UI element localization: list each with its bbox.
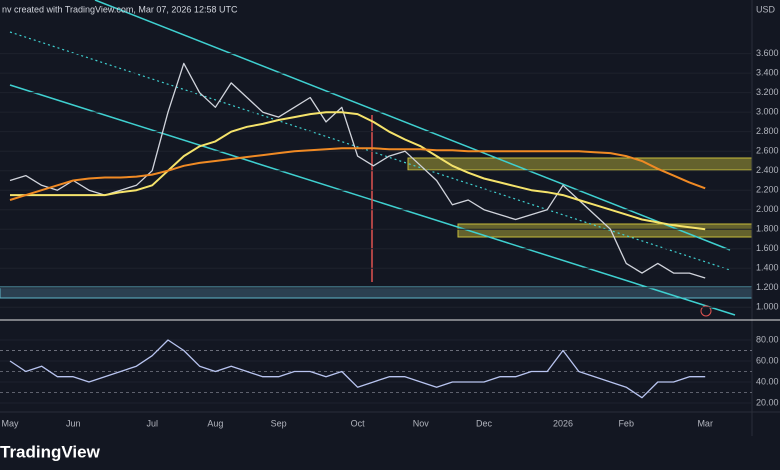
series-line	[9, 339, 706, 399]
x-tick-label: Jul	[146, 418, 158, 428]
y-tick-label: 20.00	[756, 397, 779, 407]
drawings	[0, 0, 752, 317]
y-tick-label: 3.200	[756, 87, 779, 97]
x-tick-label: Sep	[271, 418, 287, 428]
currency: USD	[756, 4, 776, 14]
y-tick-label: 3.000	[756, 107, 779, 117]
footer	[0, 440, 780, 470]
y-tick-label: 1.800	[756, 224, 779, 234]
y-tick-label: 3.400	[756, 68, 779, 78]
x-tick-label: Jun	[66, 418, 81, 428]
y-tick-label: 2.000	[756, 204, 779, 214]
y-tick-label: 3.600	[756, 48, 779, 58]
y-tick-label: 2.400	[756, 165, 779, 175]
resistance-zone	[457, 223, 752, 238]
y-tick-label: 1.200	[756, 282, 779, 292]
y-tick-label: 2.600	[756, 146, 779, 156]
x-tick-label: Aug	[207, 418, 223, 428]
event-icon	[700, 305, 712, 317]
series-line	[9, 62, 706, 279]
support-zone	[0, 286, 752, 299]
header: nv created with TradingView.com, Mar 07,…	[2, 4, 238, 14]
resistance-zone	[407, 157, 752, 171]
y-tick-label: 80.00	[756, 334, 779, 344]
channel-mid	[9, 31, 731, 271]
y-tick-label: 1.000	[756, 302, 779, 312]
series-line	[10, 111, 706, 231]
x-tick-label: Oct	[351, 418, 366, 428]
x-tick-label: Nov	[413, 418, 430, 428]
logo: TradingView	[0, 442, 101, 461]
y-tick-label: 2.800	[756, 126, 779, 136]
y-tick-label: 1.400	[756, 263, 779, 273]
y-tick-label: 2.200	[756, 185, 779, 195]
x-tick-label: Feb	[618, 418, 634, 428]
channel-upper	[94, 0, 731, 251]
y-tick-label: 1.600	[756, 243, 779, 253]
series-line	[9, 147, 706, 201]
y-tick-label: 40.00	[756, 376, 779, 386]
x-tick-label: Mar	[697, 418, 713, 428]
y-tick-label: 60.00	[756, 355, 779, 365]
x-tick-label: 2026	[553, 418, 573, 428]
x-tick-label: May	[1, 418, 19, 428]
x-tick-label: Dec	[476, 418, 493, 428]
